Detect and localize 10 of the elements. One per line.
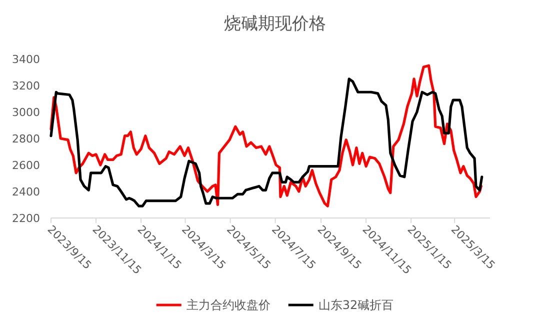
y-tick-label: 3200 <box>12 80 40 92</box>
y-tick-label: 3000 <box>12 106 40 119</box>
title: 烧碱期现价格 <box>224 14 326 34</box>
y-tick-label: 3400 <box>12 53 40 66</box>
legend-label: 山东32碱折百 <box>318 298 394 312</box>
y-tick-label: 2600 <box>12 159 40 172</box>
legend-label: 主力合约收盘价 <box>186 298 270 312</box>
y-tick-label: 2400 <box>12 186 40 198</box>
y-tick-label: 2200 <box>12 212 40 225</box>
y-tick-label: 2800 <box>12 132 40 146</box>
